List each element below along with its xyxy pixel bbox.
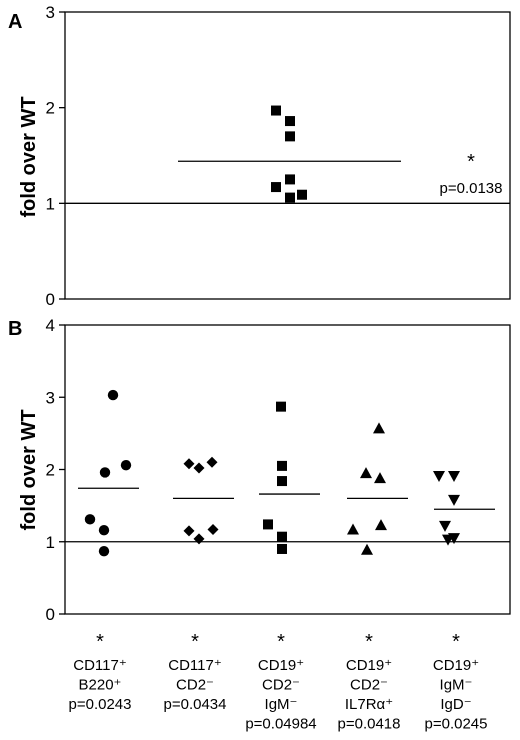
group-label-line: CD19⁺ <box>433 657 479 674</box>
p-value-label: p=0.0138 <box>440 180 503 197</box>
data-point <box>120 459 132 471</box>
y-tick-label: 1 <box>46 194 55 213</box>
panel-b-group-labels: * CD117⁺ B220⁺ p=0.0243 * CD117⁺ CD2⁻ p=0.0434 *… <box>69 631 488 733</box>
data-point <box>277 531 287 542</box>
data-point <box>439 520 451 532</box>
y-tick-label: 4 <box>46 316 55 335</box>
data-point <box>193 533 205 545</box>
data-point <box>375 519 387 531</box>
group-label-line: IgM⁻ <box>440 677 473 694</box>
panel-b-plot-frame <box>64 324 511 615</box>
data-point <box>271 182 281 193</box>
group-label-line: CD19⁺ <box>346 657 392 674</box>
group-label-line: CD2⁻ <box>350 677 388 694</box>
data-point <box>107 389 119 401</box>
panel-b-y-ticks: 0 1 2 3 4 <box>46 316 65 624</box>
group-label-line: IgD⁻ <box>440 696 471 713</box>
panel-b-label: B <box>8 318 22 340</box>
panel-b-y-axis-label: fold over WT <box>18 409 40 530</box>
panel-a: A fold over WT 0 1 2 3 * p=0.0138 <box>8 3 511 309</box>
data-point <box>99 467 111 478</box>
group-label-line: CD19⁺ <box>258 657 304 674</box>
p-value-label: p=0.0243 <box>69 696 132 713</box>
p-value-label: p=0.0434 <box>164 696 227 713</box>
panel-a-y-ticks: 0 1 2 3 <box>46 3 65 309</box>
data-point <box>285 116 295 127</box>
p-value-label: p=0.0245 <box>425 716 488 733</box>
data-point <box>361 543 373 555</box>
significance-star: * <box>277 631 285 653</box>
y-tick-label: 0 <box>46 605 55 624</box>
significance-star: * <box>452 631 460 653</box>
data-point <box>285 174 295 185</box>
panel-b-marks <box>65 389 510 557</box>
data-point <box>373 422 385 434</box>
data-point <box>442 534 454 546</box>
data-point <box>271 105 281 116</box>
data-point <box>183 525 195 537</box>
y-tick-label: 0 <box>46 290 55 309</box>
significance-star: * <box>191 631 199 653</box>
group-label-line: CD117⁺ <box>168 657 222 674</box>
data-point <box>347 523 359 535</box>
panel-b: B fold over WT 0 1 2 3 4 * CD117⁺ B220⁺ p=0.024… <box>8 316 511 733</box>
group-label-line: B220⁺ <box>79 677 122 694</box>
y-tick-label: 2 <box>46 461 55 480</box>
significance-star: * <box>467 151 475 173</box>
panel-a-plot-frame <box>64 11 511 300</box>
group-label-line: IL7Rα⁺ <box>345 696 393 713</box>
significance-star: * <box>96 631 104 653</box>
significance-star: * <box>365 631 373 653</box>
y-tick-label: 3 <box>46 3 55 22</box>
group-label-line: IgM⁻ <box>265 696 298 713</box>
data-point <box>98 545 110 557</box>
data-point <box>263 519 273 530</box>
data-point <box>297 189 307 200</box>
data-point <box>98 524 110 536</box>
data-point <box>448 471 460 483</box>
data-point <box>277 476 287 487</box>
y-tick-label: 2 <box>46 99 55 118</box>
data-point <box>193 462 205 474</box>
p-value-label: p=0.04984 <box>245 716 316 733</box>
data-point <box>277 543 287 554</box>
data-point <box>277 460 287 471</box>
data-point <box>448 494 460 506</box>
data-point <box>285 192 295 203</box>
group-label-line: CD2⁻ <box>262 677 300 694</box>
data-point <box>84 514 96 525</box>
data-point <box>183 458 195 470</box>
panel-a-y-axis-label: fold over WT <box>18 96 40 217</box>
group-label-line: CD2⁻ <box>176 677 214 694</box>
panel-a-label: A <box>8 11 22 33</box>
y-tick-label: 3 <box>46 388 55 407</box>
data-point <box>360 467 372 479</box>
p-value-label: p=0.0418 <box>338 716 401 733</box>
data-point <box>206 456 218 468</box>
group-label-line: CD117⁺ <box>73 657 127 674</box>
data-point <box>276 401 286 412</box>
data-point <box>285 131 295 142</box>
panel-a-marks: * p=0.0138 <box>65 105 510 204</box>
data-point <box>374 472 386 484</box>
data-point <box>433 471 445 483</box>
y-tick-label: 1 <box>46 533 55 552</box>
data-point <box>207 523 219 535</box>
